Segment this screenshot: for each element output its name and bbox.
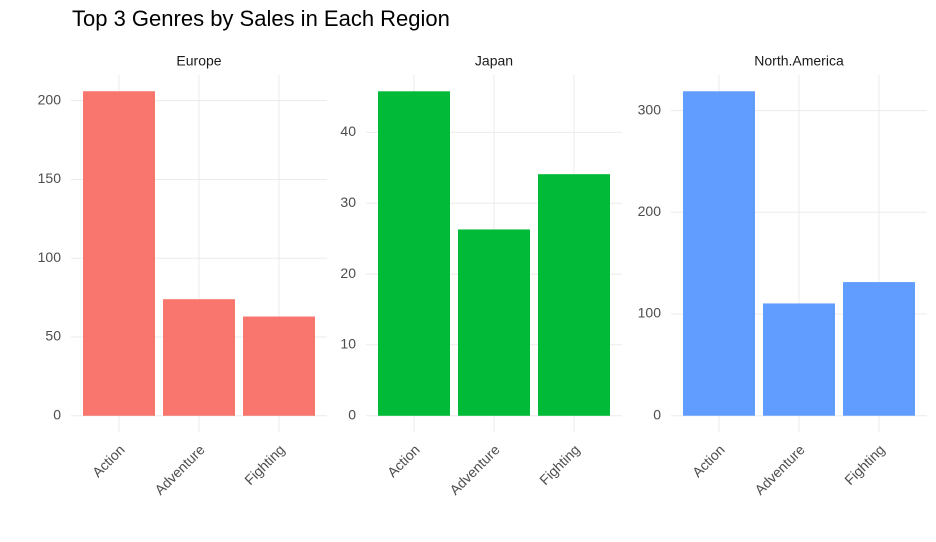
y-tick-label: 0	[53, 406, 61, 422]
y-tick-label: 300	[638, 101, 662, 117]
chart-title: Top 3 Genres by Sales in Each Region	[72, 6, 450, 31]
y-tick-label: 10	[340, 336, 356, 352]
y-tick-label: 0	[348, 406, 356, 422]
bar	[83, 91, 155, 416]
bar	[763, 303, 835, 416]
x-tick-label: Adventure	[446, 441, 503, 498]
bar	[683, 91, 755, 416]
y-tick-label: 100	[38, 249, 62, 265]
y-tick-label: 200	[38, 91, 62, 107]
panel-title: Europe	[176, 53, 221, 69]
x-tick-label: Adventure	[751, 441, 808, 498]
bar	[163, 299, 235, 416]
x-tick-label: Fighting	[536, 441, 583, 488]
y-tick-label: 50	[45, 328, 61, 344]
y-tick-label: 0	[653, 406, 661, 422]
y-tick-label: 40	[340, 123, 356, 139]
x-tick-label: Fighting	[241, 441, 288, 488]
bar	[458, 229, 530, 416]
bar	[843, 282, 915, 416]
x-tick-label: Adventure	[151, 441, 208, 498]
y-tick-label: 150	[38, 170, 62, 186]
y-tick-label: 100	[638, 305, 662, 321]
y-tick-label: 30	[340, 194, 356, 210]
x-tick-label: Action	[89, 441, 128, 480]
panel-title: Japan	[475, 53, 513, 69]
x-tick-label: Action	[689, 441, 728, 480]
bar	[243, 316, 315, 416]
panel-title: North.America	[754, 53, 844, 69]
x-tick-label: Action	[384, 441, 423, 480]
y-tick-label: 200	[638, 203, 662, 219]
y-tick-label: 20	[340, 265, 356, 281]
bar	[378, 91, 450, 416]
x-tick-label: Fighting	[841, 441, 888, 488]
bar	[538, 174, 610, 416]
